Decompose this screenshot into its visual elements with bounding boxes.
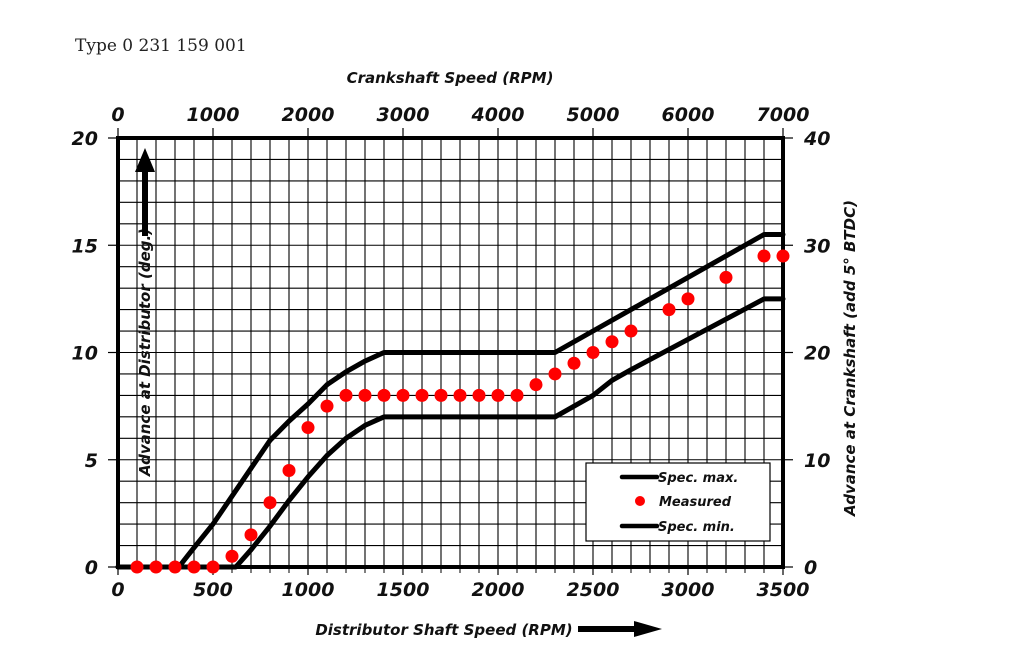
measured-point xyxy=(776,249,790,263)
legend-label-measured: Measured xyxy=(659,495,732,510)
curves xyxy=(115,232,786,570)
legend-label-spec-max: Spec. max. xyxy=(658,471,738,486)
measured-point xyxy=(567,356,581,370)
y-tick-label: 15 xyxy=(72,235,98,257)
measured-point xyxy=(681,292,695,306)
measured-point xyxy=(244,528,258,542)
measured-point xyxy=(719,270,733,284)
measured-point xyxy=(415,388,429,402)
y2-tick-label: 20 xyxy=(804,343,830,365)
x-tick-label: 1500 xyxy=(377,579,430,601)
y2-tick-label: 10 xyxy=(804,450,830,472)
y-tick-label: 10 xyxy=(72,343,98,365)
x-tick-label: 3500 xyxy=(757,579,810,601)
curve-spec-min xyxy=(115,296,786,570)
measured-point xyxy=(472,388,486,402)
x2-tick-label: 0 xyxy=(111,104,124,126)
left-axis-title: Advance at Distributor (deg.) xyxy=(136,228,154,477)
legend-label-spec-min: Spec. min. xyxy=(658,520,735,535)
legend-box xyxy=(585,462,771,542)
x-tick-label: 1000 xyxy=(282,579,335,601)
y-tick-label: 0 xyxy=(85,557,98,579)
y-tick-label: 5 xyxy=(85,450,98,472)
measured-point xyxy=(586,346,600,359)
y2-tick-label: 0 xyxy=(804,557,817,579)
measured-point xyxy=(377,388,391,402)
measured-point xyxy=(510,388,524,402)
measured-point xyxy=(358,388,372,402)
y-tick-label: 20 xyxy=(72,128,98,150)
right-arrow-icon xyxy=(578,621,662,637)
x2-tick-label: 1000 xyxy=(187,104,240,126)
measured-points xyxy=(130,249,790,574)
type-label: Type 0 231 159 001 xyxy=(75,36,247,56)
x2-tick-label: 5000 xyxy=(567,104,620,126)
x2-tick-label: 4000 xyxy=(471,104,525,126)
measured-point xyxy=(396,388,410,402)
bottom-axis-title: Distributor Shaft Speed (RPM) xyxy=(315,621,572,639)
x-tick-label: 2500 xyxy=(567,579,620,601)
measured-point xyxy=(282,463,296,477)
measured-point xyxy=(434,388,448,402)
measured-point xyxy=(301,421,315,435)
measured-point xyxy=(206,560,220,574)
right-axis-title: Advance at Crankshaft (add 5° BTDC) xyxy=(841,200,859,517)
x-tick-label: 3000 xyxy=(662,579,715,601)
x2-tick-label: 7000 xyxy=(757,104,810,126)
x-tick-label: 500 xyxy=(193,579,233,601)
x2-tick-label: 3000 xyxy=(377,104,430,126)
measured-point xyxy=(187,560,201,574)
measured-point xyxy=(320,399,334,413)
measured-point xyxy=(263,496,277,510)
x2-tick-label: 6000 xyxy=(662,104,715,126)
measured-point xyxy=(225,549,239,563)
measured-point xyxy=(757,249,771,263)
top-axis-title: Crankshaft Speed (RPM) xyxy=(347,69,554,87)
x-tick-label: 0 xyxy=(111,579,124,601)
legend: Spec. max. Measured Spec. min. xyxy=(585,462,771,542)
measured-point xyxy=(339,388,353,402)
y2-tick-label: 40 xyxy=(803,128,830,150)
curve-spec-max xyxy=(115,232,786,570)
measured-point xyxy=(453,388,467,402)
x2-tick-label: 2000 xyxy=(282,104,335,126)
legend-swatch-measured xyxy=(635,496,645,506)
x-tick-label: 2000 xyxy=(472,579,525,601)
measured-point xyxy=(168,560,182,574)
up-arrow-icon xyxy=(135,148,155,236)
measured-point xyxy=(149,560,163,574)
measured-point xyxy=(605,335,619,349)
measured-point xyxy=(548,367,562,381)
measured-point xyxy=(130,560,144,574)
measured-point xyxy=(491,388,505,402)
y2-tick-label: 30 xyxy=(804,235,830,257)
measured-point xyxy=(662,303,676,317)
measured-point xyxy=(624,324,638,338)
measured-point xyxy=(529,378,543,392)
